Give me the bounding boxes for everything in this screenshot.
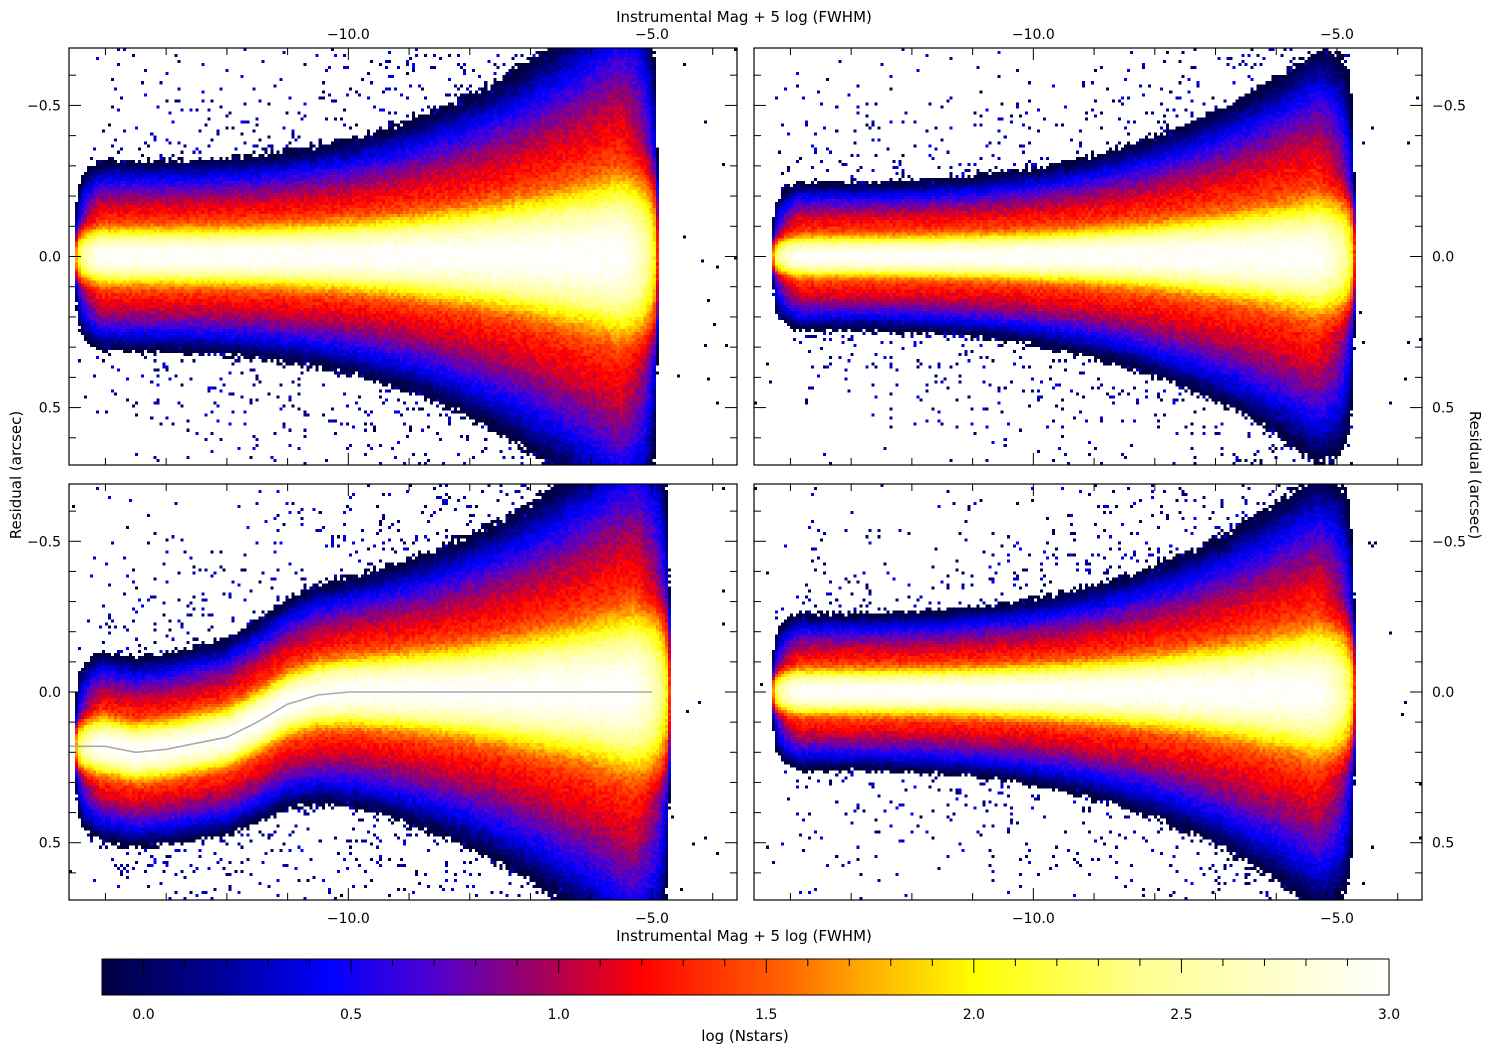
panel-bottom-left: [69, 484, 737, 900]
y-tick-label: 0.5: [1432, 401, 1454, 417]
y-tick-label: −0.5: [27, 534, 61, 550]
y-tick-label: −0.5: [27, 98, 61, 114]
x-tick-label: −5.0: [1320, 911, 1354, 927]
colorbar-tick-label: 0.0: [132, 1007, 154, 1023]
density-map-bottom-right: [754, 484, 1422, 900]
density-map-top-right: [754, 48, 1422, 465]
panels-group: [69, 48, 1422, 900]
colorbar-tick-label: 2.5: [1170, 1007, 1192, 1023]
colorbar: 0.0 0.5 1.0 1.5 2.0 2.5 3.0 log (Nstars): [101, 958, 1400, 1045]
colorbar-gradient: [101, 958, 1390, 996]
axes-group: −10.0 −5.0 −0.5 0.0 0.5 −10.0 −5.0 −0.5 0.0 0.5 −1…: [27, 27, 1466, 927]
colorbar-label: log (Nstars): [701, 1027, 788, 1045]
y-tick-label: 0.0: [39, 685, 61, 701]
colorbar-ticks: 0.0 0.5 1.0 1.5 2.0 2.5 3.0: [132, 959, 1400, 1023]
y-tick-label: −0.5: [1432, 534, 1466, 550]
colorbar-tick-label: 0.5: [340, 1007, 362, 1023]
colorbar-tick-label: 2.0: [963, 1007, 985, 1023]
left-y-axis-label: Residual (arcsec): [7, 411, 25, 539]
y-tick-label: 0.0: [39, 250, 61, 266]
y-tick-label: 0.5: [39, 836, 61, 852]
x-tick-label: −5.0: [635, 27, 669, 43]
x-tick-label: −10.0: [1012, 27, 1055, 43]
density-map-top-left: [69, 48, 737, 465]
y-tick-label: 0.5: [39, 401, 61, 417]
y-tick-label: 0.5: [1432, 836, 1454, 852]
x-tick-label: −10.0: [1012, 911, 1055, 927]
x-tick-label: −10.0: [327, 911, 370, 927]
y-tick-label: 0.0: [1432, 250, 1454, 266]
panel-bottom-right: [754, 484, 1422, 900]
bottom-x-axis-label: Instrumental Mag + 5 log (FWHM): [616, 927, 872, 945]
panel-top-right: [754, 48, 1422, 465]
y-tick-label: 0.0: [1432, 685, 1454, 701]
x-tick-label: −5.0: [635, 911, 669, 927]
panel-top-left: [69, 48, 737, 465]
x-tick-label: −10.0: [327, 27, 370, 43]
right-y-axis-label: Residual (arcsec): [1466, 411, 1484, 539]
trend-line: [69, 691, 652, 754]
x-tick-label: −5.0: [1320, 27, 1354, 43]
colorbar-tick-label: 1.5: [755, 1007, 777, 1023]
colorbar-tick-label: 1.0: [548, 1007, 570, 1023]
colorbar-tick-label: 3.0: [1378, 1007, 1400, 1023]
top-x-axis-label: Instrumental Mag + 5 log (FWHM): [616, 8, 872, 26]
y-tick-label: −0.5: [1432, 98, 1466, 114]
